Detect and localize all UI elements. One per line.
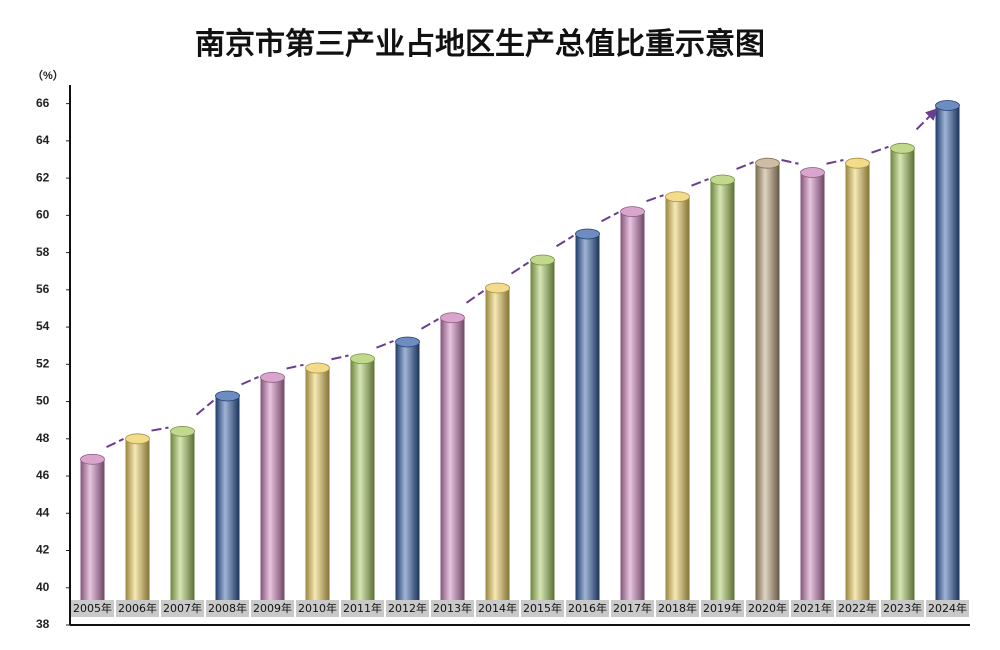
x-tick-label: 2018年 <box>658 601 697 615</box>
x-tick-box <box>656 600 699 617</box>
bar <box>530 260 555 600</box>
bar <box>170 431 195 600</box>
bar <box>845 163 870 600</box>
y-tick-label: 38 <box>36 617 50 631</box>
bar <box>755 163 780 600</box>
bar-top <box>305 362 330 374</box>
x-tick-label: 2015年 <box>523 601 562 615</box>
y-tick-label: 64 <box>36 133 50 147</box>
x-tick-label: 2005年 <box>73 601 112 615</box>
bar <box>485 287 510 600</box>
bar-top <box>845 157 870 169</box>
x-tick-box <box>206 600 249 617</box>
x-tick-label: 2016年 <box>568 601 607 615</box>
bar-top <box>440 312 465 324</box>
bar <box>125 438 150 600</box>
y-tick-label: 66 <box>36 96 50 110</box>
bar-top <box>170 425 195 437</box>
trend-arrows <box>106 112 934 449</box>
y-tick-label: 48 <box>36 431 50 445</box>
x-tick-label: 2022年 <box>838 601 877 615</box>
y-axis-label: （%） <box>32 69 64 82</box>
bar <box>620 211 645 600</box>
y-tick-label: 50 <box>36 394 50 408</box>
y-tick-label: 44 <box>36 505 50 519</box>
chart-title: 南京市第三产业占地区生产总值比重示意图 <box>195 27 765 62</box>
x-tick-box <box>881 600 924 617</box>
x-tick-box <box>611 600 654 617</box>
x-tick-box <box>296 600 339 617</box>
x-tick-box <box>71 600 114 617</box>
y-tick-label: 52 <box>36 356 50 370</box>
bar-top <box>665 191 690 203</box>
bar <box>305 368 330 600</box>
x-tick-box <box>386 600 429 617</box>
x-tick-label: 2024年 <box>928 601 967 615</box>
bar-top <box>395 336 420 348</box>
y-tick-label: 54 <box>36 319 50 333</box>
bar-top <box>890 142 915 154</box>
x-tick-label: 2007年 <box>163 601 202 615</box>
x-tick-label: 2010年 <box>298 601 337 615</box>
bar <box>935 105 960 600</box>
x-tick-box <box>521 600 564 617</box>
bar <box>395 341 420 600</box>
x-tick-label: 2014年 <box>478 601 517 615</box>
x-tick-box <box>791 600 834 617</box>
bar <box>260 377 285 600</box>
y-tick-label: 46 <box>36 468 50 482</box>
bar <box>215 395 240 600</box>
bar-top <box>755 157 780 169</box>
x-tick-box <box>161 600 204 617</box>
y-tick-label: 60 <box>36 208 50 222</box>
bar-top <box>710 174 735 186</box>
y-tick-label: 62 <box>36 170 50 184</box>
x-tick-box <box>836 600 879 617</box>
bar-top <box>485 282 510 294</box>
y-tick-label: 40 <box>36 580 50 594</box>
bar-top <box>80 453 105 465</box>
x-tick-label: 2011年 <box>343 601 382 615</box>
x-tick-label: 2019年 <box>703 601 742 615</box>
y-tick-label: 58 <box>36 245 50 259</box>
bar-top <box>935 100 960 111</box>
x-tick-box <box>341 600 384 617</box>
bar <box>890 148 915 600</box>
bar <box>800 172 825 600</box>
bar <box>710 179 735 600</box>
bar <box>665 196 690 601</box>
y-tick-label: 42 <box>36 543 50 557</box>
x-tick-label: 2013年 <box>433 601 472 615</box>
bar-top <box>215 390 240 402</box>
y-tick-label: 56 <box>36 282 50 296</box>
bar <box>440 317 465 600</box>
bar-top <box>575 228 600 240</box>
bar <box>350 358 375 600</box>
bar <box>575 233 600 600</box>
bar-top <box>800 167 825 178</box>
x-tick-box <box>701 600 744 617</box>
bar <box>80 459 105 600</box>
x-tick-label: 2023年 <box>883 601 922 615</box>
x-tick-label: 2009年 <box>253 601 292 615</box>
x-tick-box <box>926 600 969 617</box>
x-tick-box <box>566 600 609 617</box>
bar-top <box>620 206 645 218</box>
x-tick-box <box>746 600 789 617</box>
bar-top <box>350 353 375 365</box>
x-tick-label: 2021年 <box>793 601 832 615</box>
x-tick-box <box>251 600 294 617</box>
bar-top <box>125 433 150 445</box>
x-tick-label: 2012年 <box>388 601 427 615</box>
bar-top <box>530 254 555 266</box>
x-tick-label: 2008年 <box>208 601 247 615</box>
x-tick-box <box>476 600 519 617</box>
bar-top <box>260 371 285 383</box>
x-tick-box <box>431 600 474 617</box>
x-tick-box <box>116 600 159 617</box>
x-tick-label: 2020年 <box>748 601 787 615</box>
x-tick-label: 2006年 <box>118 601 157 615</box>
x-tick-label: 2017年 <box>613 601 652 615</box>
